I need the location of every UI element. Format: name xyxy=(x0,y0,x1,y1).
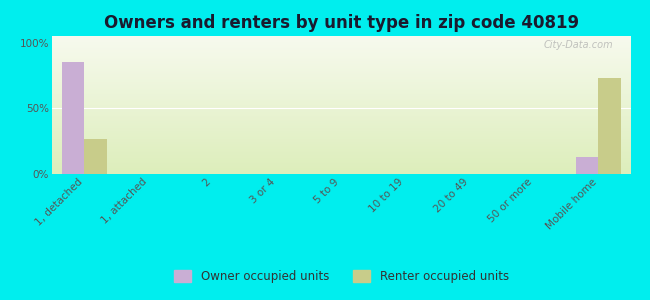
Legend: Owner occupied units, Renter occupied units: Owner occupied units, Renter occupied un… xyxy=(169,266,514,288)
Bar xyxy=(62,62,84,174)
Bar xyxy=(599,78,621,174)
Text: City-Data.com: City-Data.com xyxy=(543,40,613,50)
Bar xyxy=(84,139,107,174)
Bar xyxy=(576,157,599,174)
Title: Owners and renters by unit type in zip code 40819: Owners and renters by unit type in zip c… xyxy=(104,14,578,32)
